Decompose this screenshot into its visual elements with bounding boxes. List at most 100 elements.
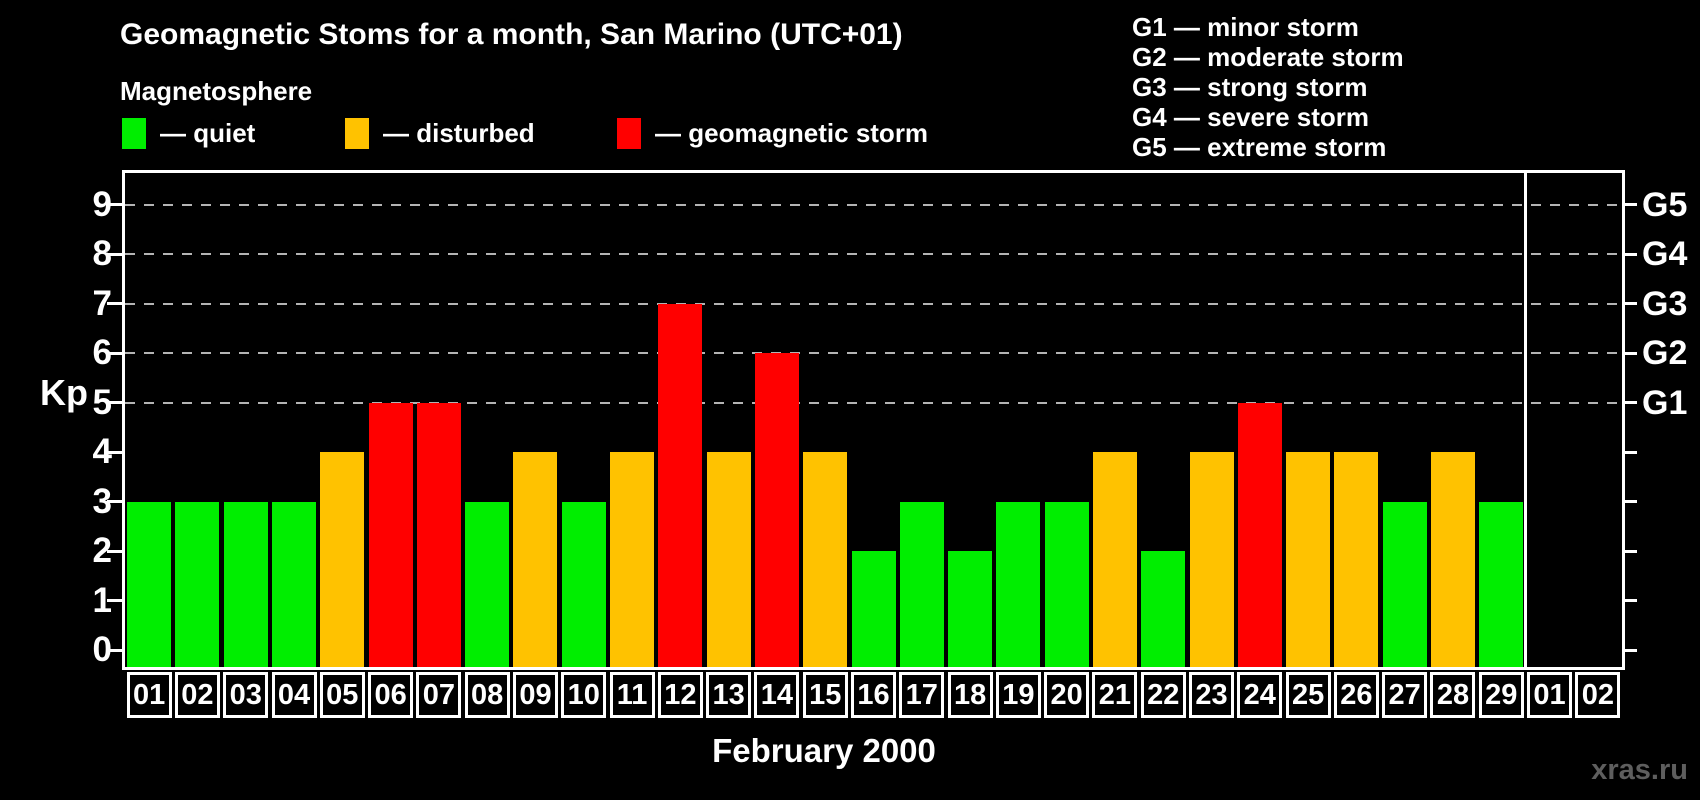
- x-label-box-09: 09: [512, 672, 558, 718]
- legend-label-quiet: — quiet: [160, 117, 256, 148]
- bar-day-15: [803, 452, 848, 667]
- watermark: xras.ru: [1591, 754, 1688, 786]
- g-legend-line-g1: G1 — minor storm: [1132, 12, 1359, 42]
- gridline-kp9: [125, 203, 1622, 206]
- right-tick-kp9: [1622, 203, 1637, 206]
- g-label-g4: G4: [1642, 235, 1688, 273]
- bar-day-23: [1189, 452, 1234, 667]
- bar-day-01: [127, 501, 172, 667]
- legend-label-disturbed: — disturbed: [383, 117, 535, 148]
- chart-title: Geomagnetic Stoms for a month, San Marin…: [120, 18, 903, 51]
- right-tick-kp2: [1622, 549, 1637, 553]
- bar-day-16: [851, 551, 896, 667]
- x-label-box-13: 13: [706, 672, 752, 718]
- legend-item-disturbed: — disturbed: [345, 117, 535, 149]
- left-tick-kp4: [107, 450, 122, 454]
- month-separator-line: [1523, 173, 1527, 667]
- x-label-box-next-02: 02: [1575, 672, 1621, 718]
- gridline-kp7: [125, 302, 1622, 305]
- y-tick-label-1: 1: [92, 580, 112, 620]
- bar-day-29: [1479, 501, 1524, 667]
- y-axis-label: Kp: [40, 372, 88, 413]
- y-tick-label-6: 6: [92, 333, 112, 372]
- x-label-box-20: 20: [1044, 672, 1090, 718]
- right-tick-kp8: [1622, 252, 1637, 256]
- bar-day-10: [561, 501, 606, 667]
- bar-day-19: [996, 501, 1041, 667]
- left-tick-kp2: [107, 549, 122, 553]
- legend-item-storm: — geomagnetic storm: [617, 117, 928, 149]
- bar-day-04: [272, 501, 317, 667]
- x-label-box-04: 04: [271, 672, 317, 718]
- x-label-box-14: 14: [754, 672, 800, 718]
- x-label-box-17: 17: [899, 672, 945, 718]
- left-tick-kp0: [107, 648, 122, 652]
- x-label-box-28: 28: [1430, 672, 1476, 718]
- gridline-kp8: [125, 253, 1622, 255]
- bar-day-24: [1237, 402, 1282, 667]
- bar-day-09: [513, 452, 558, 667]
- bar-day-03: [223, 501, 268, 667]
- y-tick-label-4: 4: [92, 432, 112, 471]
- y-tick-label-3: 3: [92, 481, 112, 521]
- left-tick-kp7: [107, 302, 122, 305]
- x-label-box-16: 16: [851, 672, 896, 718]
- right-tick-kp0: [1622, 648, 1637, 652]
- x-label-box-15: 15: [802, 672, 848, 718]
- disturbed-color-swatch: [345, 117, 369, 149]
- y-tick-label-5: 5: [92, 382, 112, 422]
- x-label-box-07: 07: [416, 672, 462, 718]
- x-label-box-23: 23: [1189, 672, 1235, 718]
- bar-day-12: [658, 303, 703, 667]
- bar-day-20: [1044, 501, 1089, 667]
- right-tick-kp4: [1622, 450, 1637, 454]
- left-tick-kp9: [107, 203, 122, 206]
- x-label-box-next-01: 01: [1527, 672, 1573, 718]
- x-label-box-26: 26: [1333, 672, 1379, 718]
- x-label-box-05: 05: [319, 672, 365, 718]
- x-label-box-21: 21: [1092, 672, 1138, 718]
- g-scale-legend: G1 — minor storm G2 — moderate storm G3 …: [1132, 12, 1404, 162]
- bar-day-26: [1334, 452, 1379, 667]
- right-tick-kp6: [1622, 351, 1637, 355]
- g-label-g1: G1: [1642, 383, 1688, 422]
- g-legend-line-g5: G5 — extreme storm: [1132, 132, 1387, 162]
- gridline-kp5: [125, 401, 1622, 404]
- x-label-box-18: 18: [947, 672, 993, 718]
- g-label-g2: G2: [1642, 334, 1688, 372]
- bar-day-27: [1382, 501, 1427, 667]
- plot-area: [107, 170, 1637, 670]
- bar-day-21: [1092, 452, 1137, 667]
- left-tick-kp8: [107, 252, 122, 256]
- x-label-box-19: 19: [995, 672, 1041, 718]
- storm-color-swatch: [617, 117, 641, 149]
- left-tick-kp1: [107, 599, 122, 602]
- y-tick-label-0: 0: [92, 630, 112, 669]
- x-label-box-03: 03: [223, 672, 269, 718]
- y-tick-label-8: 8: [92, 234, 112, 273]
- bar-day-18: [948, 551, 993, 667]
- x-label-box-29: 29: [1478, 672, 1524, 718]
- right-tick-kp7: [1622, 302, 1637, 305]
- g-legend-line-g3: G3 — strong storm: [1132, 72, 1368, 102]
- x-label-box-12: 12: [657, 672, 703, 718]
- bar-day-05: [320, 452, 365, 667]
- right-tick-kp5: [1622, 401, 1637, 404]
- bar-day-02: [175, 501, 220, 667]
- x-label-box-06: 06: [368, 672, 414, 718]
- left-tick-kp5: [107, 401, 122, 404]
- gridline-kp6: [125, 352, 1622, 354]
- quiet-color-swatch: [122, 117, 146, 149]
- legend-label-storm: — geomagnetic storm: [655, 117, 929, 148]
- y-tick-label-7: 7: [92, 283, 112, 323]
- right-tick-kp3: [1622, 500, 1637, 503]
- x-label-box-11: 11: [609, 672, 655, 718]
- right-tick-kp1: [1622, 599, 1637, 602]
- left-tick-kp3: [107, 500, 122, 503]
- bar-day-22: [1141, 551, 1186, 667]
- x-label-box-08: 08: [464, 672, 510, 718]
- bar-day-06: [368, 402, 413, 667]
- bar-day-25: [1286, 452, 1331, 667]
- left-tick-kp6: [107, 351, 122, 355]
- x-label-box-10: 10: [561, 672, 607, 718]
